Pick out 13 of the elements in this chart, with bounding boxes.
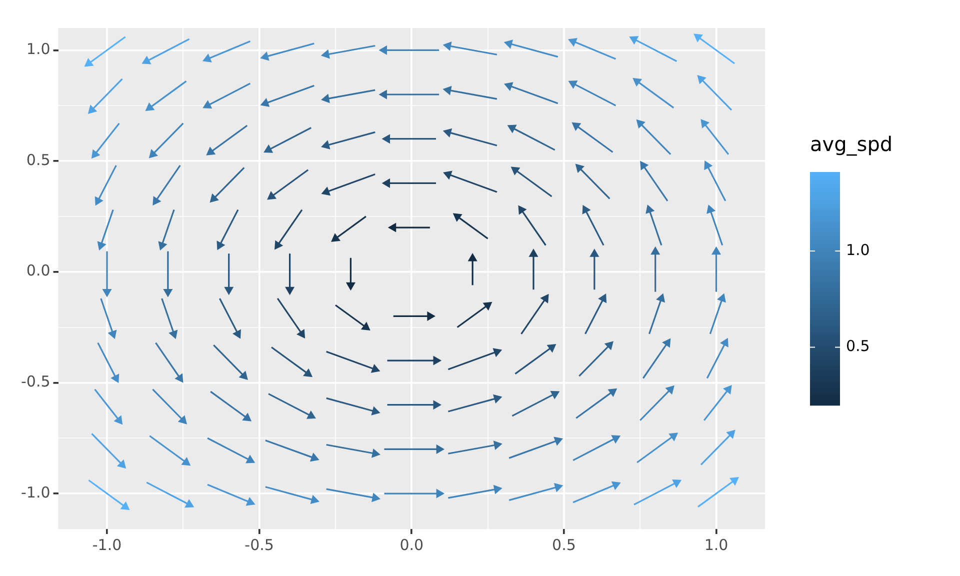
y-tick-label: -0.5	[20, 372, 50, 391]
color-bar-label: 1.0	[846, 240, 870, 259]
x-tick-label: 1.0	[704, 536, 728, 554]
y-tick-label: -1.0	[20, 483, 50, 502]
color-bar-title: avg_spd	[810, 132, 893, 156]
x-tick-label: 0.0	[400, 536, 424, 554]
y-tick-label: 0.5	[26, 150, 50, 169]
x-tick-label: -0.5	[244, 536, 274, 554]
x-tick-label: 0.5	[552, 536, 576, 554]
x-tick-label: -1.0	[92, 536, 122, 554]
color-bar-label: 0.5	[846, 337, 870, 356]
y-tick-label: 1.0	[26, 40, 50, 58]
y-tick-label: 0.0	[26, 262, 50, 280]
